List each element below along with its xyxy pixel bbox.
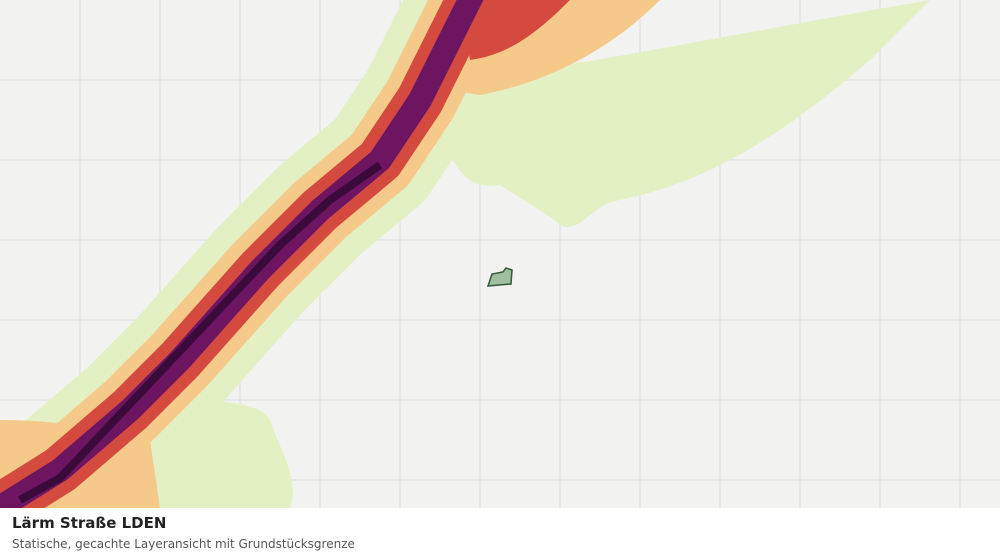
layer-subtitle: Statische, gecachte Layeransicht mit Gru… [12,537,355,551]
layer-title: Lärm Straße LDEN [12,514,167,532]
noise-zone-low [450,0,930,228]
map [0,0,1000,508]
noise-zone-extreme [18,161,383,504]
caption-bar: Lärm Straße LDEN Statische, gecachte Lay… [0,508,1000,560]
parcel-boundary [486,267,513,287]
